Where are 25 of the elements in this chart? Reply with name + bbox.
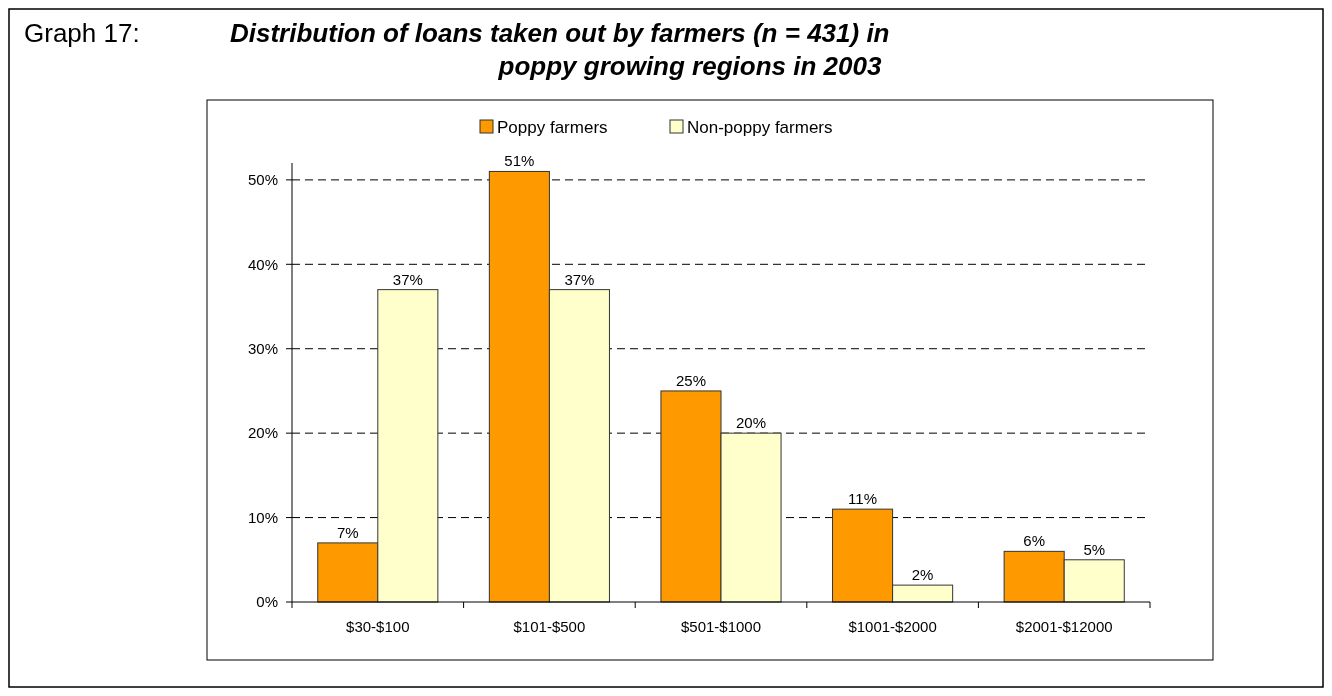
data-label: 37% [392, 270, 423, 288]
legend-label: Poppy farmers [497, 117, 608, 137]
y-tick-label: 30% [247, 339, 278, 357]
y-tick-label: 20% [247, 424, 278, 442]
y-tick-label: 50% [247, 171, 278, 189]
y-tick-label: 0% [256, 593, 278, 611]
data-label: 7% [336, 523, 359, 541]
legend-label: Non-poppy farmers [687, 117, 833, 137]
data-label: 51% [504, 152, 535, 170]
x-tick-label: $101-$500 [513, 618, 586, 635]
data-label: 5% [1083, 540, 1106, 558]
y-tick-label: 10% [247, 508, 278, 526]
data-label: 37% [564, 270, 595, 288]
x-tick-label: $30-$100 [346, 618, 410, 635]
data-label: 20% [736, 414, 767, 432]
data-label: 2% [911, 566, 934, 584]
data-label: 25% [675, 371, 706, 389]
x-tick-label: $501-$1000 [680, 618, 762, 635]
x-tick-label: $2001-$12000 [1015, 618, 1113, 635]
caption: Graph 17: [24, 18, 140, 48]
data-label: 6% [1023, 532, 1046, 550]
y-tick-label: 40% [247, 255, 278, 273]
data-label: 11% [848, 490, 878, 508]
chart-title: Distribution of loans taken out by farmers (n = 431) in poppy growing regions in 2003 [230, 18, 890, 81]
x-tick-label: $1001-$2000 [848, 618, 937, 635]
